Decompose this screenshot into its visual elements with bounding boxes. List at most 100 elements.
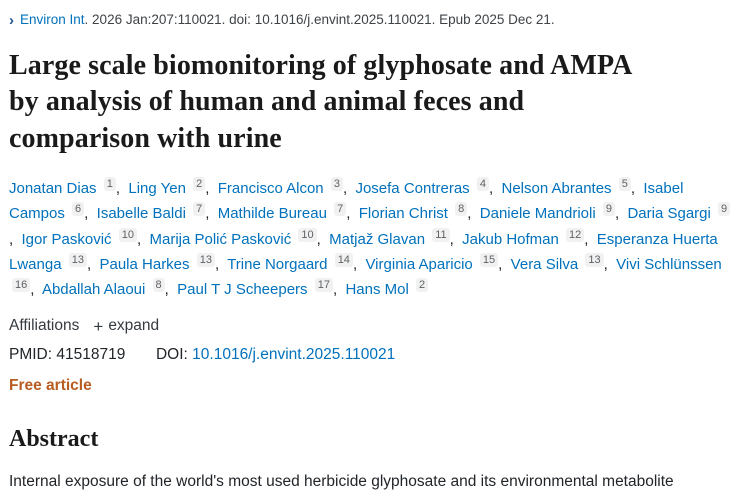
author-link[interactable]: Mathilde Bureau: [217, 205, 332, 223]
author-separator: ,: [136, 230, 150, 248]
free-article-badge: Free article: [9, 377, 92, 395]
author-affiliation-badge[interactable]: 2: [416, 277, 429, 292]
author-item: Isabel Campos 6,: [9, 180, 683, 222]
author-item: Ling Yen 2,: [128, 177, 217, 198]
author-link[interactable]: Vivi Schlünssen: [616, 255, 722, 273]
author-affiliation-badge[interactable]: 13: [585, 252, 604, 267]
author-link[interactable]: Vera Silva: [510, 255, 583, 273]
author-link[interactable]: Daria Sgargi: [627, 205, 716, 223]
identifiers-row: PMID: 41518719 DOI: 10.1016/j.envint.202…: [9, 346, 736, 364]
author-item: Daniele Mandrioli 9,: [479, 202, 628, 223]
author-affiliation-badge[interactable]: 10: [118, 227, 137, 242]
author-separator: ,: [214, 255, 228, 273]
author-link[interactable]: Francisco Alcon: [217, 180, 328, 198]
author-separator: ,: [205, 205, 218, 223]
journal-link[interactable]: Environ Int: [20, 12, 85, 27]
author-link[interactable]: Hans Mol: [345, 280, 413, 298]
author-affiliation-badge[interactable]: 13: [196, 252, 215, 267]
author-affiliation-badge[interactable]: 7: [193, 202, 206, 217]
author-link[interactable]: Igor Pasković: [21, 230, 116, 248]
author-link[interactable]: Jonatan Dias: [9, 180, 101, 198]
chevron-right-icon[interactable]: ›: [9, 12, 14, 29]
affiliations-row: Affiliations + expand: [9, 317, 736, 335]
author-separator: ,: [332, 280, 346, 298]
author-affiliation-badge[interactable]: 7: [334, 202, 347, 217]
expand-affiliations-button[interactable]: + expand: [93, 317, 159, 335]
affiliations-label: Affiliations: [9, 317, 80, 335]
author-link[interactable]: Paul T J Scheepers: [177, 280, 312, 298]
author-separator: ,: [164, 280, 178, 298]
author-item: Paula Harkes 13,: [99, 252, 228, 273]
author-affiliation-badge[interactable]: 12: [566, 227, 585, 242]
author-item: Daria Sgargi 9,: [9, 202, 731, 248]
author-link[interactable]: Josefa Contreras: [355, 180, 474, 198]
author-affiliation-badge[interactable]: 5: [618, 177, 631, 192]
abstract-text: Internal exposure of the world's most us…: [9, 473, 674, 491]
citation-line: › Environ Int. 2026 Jan:207:110021. doi:…: [9, 11, 736, 29]
author-link[interactable]: Virginia Aparicio: [365, 255, 477, 273]
author-list: Jonatan Dias 1, Ling Yen 2, Francisco Al…: [9, 176, 735, 302]
author-affiliation-badge[interactable]: 10: [298, 227, 317, 242]
author-affiliation-badge[interactable]: 6: [72, 202, 85, 217]
author-separator: ,: [498, 255, 511, 273]
author-link[interactable]: Isabel Campos: [9, 180, 684, 223]
author-affiliation-badge[interactable]: 1: [103, 177, 116, 192]
author-link[interactable]: Esperanza Huerta Lwanga: [9, 230, 718, 273]
author-link[interactable]: Marija Polić Pasković: [149, 230, 296, 248]
author-separator: ,: [614, 205, 628, 223]
author-affiliation-badge[interactable]: 15: [479, 252, 499, 267]
doi-label: DOI:: [155, 346, 188, 364]
author-separator: ,: [488, 180, 502, 198]
citation-details: . 2026 Jan:207:110021. doi: 10.1016/j.en…: [84, 12, 555, 27]
author-separator: ,: [115, 180, 129, 198]
author-affiliation-badge[interactable]: 8: [455, 202, 468, 217]
author-link[interactable]: Florian Christ: [358, 205, 453, 223]
author-separator: ,: [9, 230, 22, 248]
author-item: Josefa Contreras 4,: [355, 177, 502, 198]
author-item: Esperanza Huerta Lwanga 13,: [9, 231, 718, 273]
author-link[interactable]: Isabelle Baldi: [96, 205, 191, 223]
author-link[interactable]: Trine Norgaard: [227, 255, 332, 273]
author-item: Vivi Schlünssen 16,: [9, 256, 722, 298]
abstract-heading: Abstract: [9, 426, 99, 453]
page-title: Large scale biomonitoring of glyphosate …: [9, 50, 631, 154]
author-item: Hans Mol 2: [345, 277, 429, 298]
author-link[interactable]: Ling Yen: [128, 180, 191, 198]
author-affiliation-badge[interactable]: 9: [602, 202, 615, 217]
author-affiliation-badge[interactable]: 3: [330, 177, 343, 192]
author-separator: ,: [352, 255, 366, 273]
author-item: Jakub Hofman 12,: [462, 227, 597, 248]
author-item: Igor Pasković 10,: [21, 227, 150, 248]
author-affiliation-badge[interactable]: 14: [334, 252, 353, 267]
author-affiliation-badge[interactable]: 8: [152, 277, 165, 292]
citation-text: Environ Int. 2026 Jan:207:110021. doi: 1…: [20, 12, 555, 27]
author-item: Francisco Alcon 3,: [217, 177, 356, 198]
author-item: Marija Polić Pasković 10,: [149, 227, 330, 248]
author-link[interactable]: Matjaž Glavan: [329, 230, 430, 248]
author-item: Paul T J Scheepers 17,: [177, 277, 346, 298]
author-separator: ,: [449, 230, 463, 248]
author-separator: ,: [84, 205, 97, 223]
author-link[interactable]: Nelson Abrantes: [501, 180, 616, 198]
author-affiliation-badge[interactable]: 17: [314, 277, 333, 292]
author-item: Nelson Abrantes 5,: [501, 177, 643, 198]
author-item: Mathilde Bureau 7,: [217, 202, 359, 223]
author-affiliation-badge[interactable]: 13: [68, 252, 87, 267]
author-item: Trine Norgaard 14,: [227, 252, 366, 273]
author-link[interactable]: Jakub Hofman: [462, 230, 564, 248]
author-affiliation-badge[interactable]: 16: [12, 277, 31, 292]
author-link[interactable]: Abdallah Alaoui: [41, 280, 150, 298]
author-separator: ,: [30, 280, 42, 298]
author-item: Florian Christ 8,: [358, 202, 480, 223]
pmid-value: 41518719: [56, 346, 126, 364]
author-item: Matjaž Glavan 11,: [329, 227, 463, 248]
author-affiliation-badge[interactable]: 4: [476, 177, 489, 192]
doi-link[interactable]: 10.1016/j.envint.2025.110021: [192, 346, 396, 364]
author-link[interactable]: Daniele Mandrioli: [479, 205, 600, 223]
author-affiliation-badge[interactable]: 9: [718, 202, 731, 217]
author-separator: ,: [86, 255, 100, 273]
author-affiliation-badge[interactable]: 2: [193, 177, 206, 192]
author-affiliation-badge[interactable]: 11: [432, 227, 450, 242]
author-link[interactable]: Paula Harkes: [99, 255, 194, 273]
